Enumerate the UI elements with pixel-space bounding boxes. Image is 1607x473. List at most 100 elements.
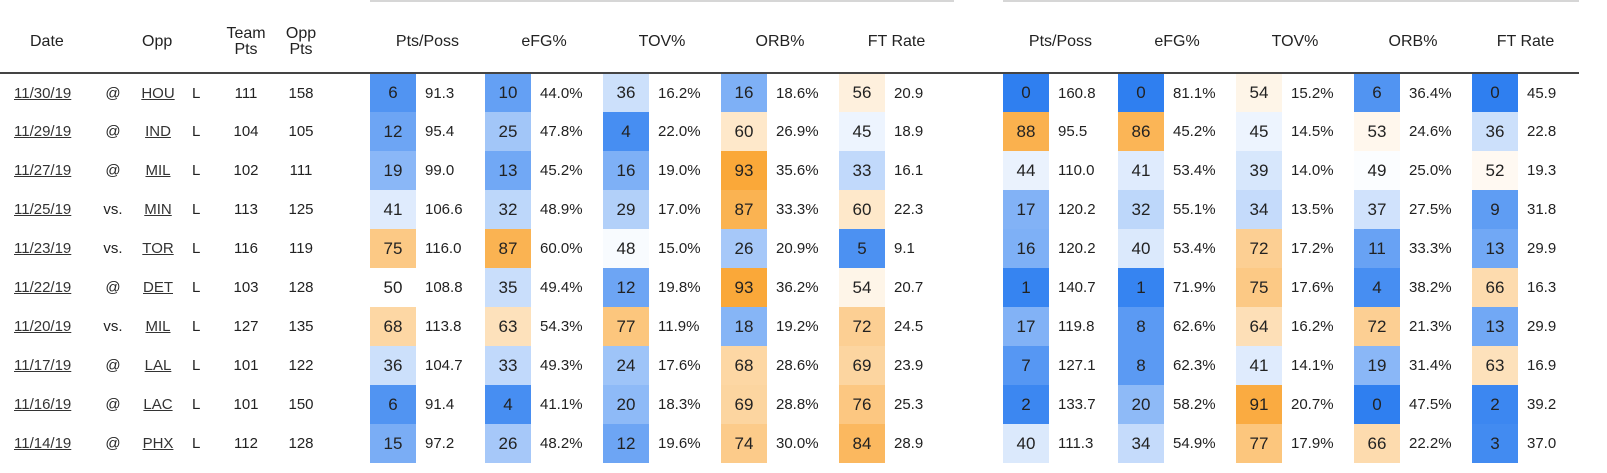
off-ft-rate-value: 24.5 <box>894 318 924 335</box>
game-date-link[interactable]: 11/27/19 <box>14 162 72 179</box>
spacer <box>327 346 370 385</box>
off-efg-value: 47.8% <box>540 123 583 140</box>
table-row: 11/25/19 vs. MIN L 113 125 41 106.6 32 48.9% 29 17.… <box>0 190 1579 229</box>
def-ft-rate-rank: 9 <box>1472 190 1518 229</box>
def-ft-rate-value: 19.3 <box>1527 162 1557 179</box>
opponent[interactable]: TOR <box>130 229 186 268</box>
team-pts-cell: 116 <box>234 240 258 257</box>
off-orb-rank: 87 <box>721 190 767 229</box>
spacer <box>954 346 1003 385</box>
col-header-off-orb[interactable]: ORB% <box>721 12 839 74</box>
team-pts-cell: 101 <box>233 396 259 413</box>
opponent[interactable]: HOU <box>130 73 186 112</box>
table-row: 11/30/19 @ HOU L 111 158 6 91.3 10 44.0% 36 16.2% 16… <box>0 73 1579 112</box>
opponent-link[interactable]: LAC <box>143 396 173 413</box>
col-header-off-pts-poss[interactable]: Pts/Poss <box>370 12 485 74</box>
def-efg-value: 53.4% <box>1173 240 1216 257</box>
def-tov-value: 17.2% <box>1291 240 1334 257</box>
off-efg-value: 48.2% <box>540 435 583 452</box>
col-header-def-tov[interactable]: TOV% <box>1236 12 1354 74</box>
off-pts-poss-value: 116.0 <box>425 240 462 257</box>
off-orb-value: 20.9% <box>776 240 819 257</box>
game-date-link[interactable]: 11/17/19 <box>14 357 72 374</box>
location-cell: @ <box>105 396 121 413</box>
game-date[interactable]: 11/16/19 <box>0 385 96 424</box>
location-cell: vs. <box>103 201 123 218</box>
game-date-link[interactable]: 11/29/19 <box>14 123 72 140</box>
opponent[interactable]: LAC <box>130 385 186 424</box>
off-ft-rate-rank: 76 <box>839 385 885 424</box>
opponent-link[interactable]: IND <box>145 123 171 140</box>
opponent[interactable]: IND <box>130 112 186 151</box>
opponent-link[interactable]: MIN <box>144 201 172 218</box>
off-tov-value: 16.2% <box>658 84 701 102</box>
table-body: 11/30/19 @ HOU L 111 158 6 91.3 10 44.0% 36 16.2% 16… <box>0 73 1579 463</box>
off-tov-value: 22.0% <box>658 123 701 140</box>
opponent-link[interactable]: LAL <box>144 357 172 374</box>
off-efg-rank: 33 <box>485 346 531 385</box>
col-header-opp-pts[interactable]: Opp Pts <box>275 12 327 74</box>
off-efg-rank: 63 <box>485 307 531 346</box>
game-date[interactable]: 11/20/19 <box>0 307 96 346</box>
def-efg-rank: 8 <box>1118 346 1164 385</box>
col-header-team-pts[interactable]: Team Pts <box>217 12 275 74</box>
opponent-link[interactable]: HOU <box>141 84 175 102</box>
game-date[interactable]: 11/17/19 <box>0 346 96 385</box>
def-tov-rank: 34 <box>1236 190 1282 229</box>
off-efg-rank: 32 <box>485 190 531 229</box>
game-date-link[interactable]: 11/22/19 <box>14 279 72 296</box>
opponent-link[interactable]: TOR <box>142 240 174 257</box>
def-orb-rank: 4 <box>1354 268 1400 307</box>
col-header-date[interactable]: Date <box>0 12 96 74</box>
game-date[interactable]: 11/22/19 <box>0 268 96 307</box>
def-efg-value: 55.1% <box>1173 201 1216 218</box>
game-date[interactable]: 11/27/19 <box>0 151 96 190</box>
opp-pts-cell: 128 <box>288 435 314 452</box>
game-date[interactable]: 11/23/19 <box>0 229 96 268</box>
off-pts-poss-rank: 50 <box>370 268 416 307</box>
game-date[interactable]: 11/30/19 <box>0 73 96 112</box>
opponent-link[interactable]: MIL <box>145 318 171 335</box>
col-header-def-orb[interactable]: ORB% <box>1354 12 1472 74</box>
opponent[interactable]: DET <box>130 268 186 307</box>
def-pts-poss-rank: 2 <box>1003 385 1049 424</box>
opponent[interactable]: MIN <box>130 190 186 229</box>
def-efg-rank: 41 <box>1118 151 1164 190</box>
opponent-link[interactable]: DET <box>143 279 173 296</box>
location-cell: @ <box>105 357 121 374</box>
off-tov-value: 18.3% <box>658 396 701 413</box>
def-pts-poss-value: 160.8 <box>1058 84 1096 102</box>
off-tov-value: 19.6% <box>658 435 701 452</box>
off-orb-value: 35.6% <box>776 162 819 179</box>
game-date-link[interactable]: 11/25/19 <box>14 201 72 218</box>
col-header-def-pts-poss[interactable]: Pts/Poss <box>1003 12 1118 74</box>
game-stats-table: Date Opp Team Pts Opp Pts Pts/Poss eFG% TO… <box>0 0 1579 463</box>
col-header-off-tov[interactable]: TOV% <box>603 12 721 74</box>
spacer <box>954 307 1003 346</box>
game-date-link[interactable]: 11/16/19 <box>14 396 72 413</box>
col-header-def-ft-rate[interactable]: FT Rate <box>1472 12 1579 74</box>
table-row: 11/14/19 @ PHX L 112 128 15 97.2 26 48.2% 12 19.6% 7… <box>0 424 1579 463</box>
opponent-link[interactable]: MIL <box>145 162 171 179</box>
game-date[interactable]: 11/25/19 <box>0 190 96 229</box>
opponent[interactable]: PHX <box>130 424 186 463</box>
def-ft-rate-rank: 13 <box>1472 229 1518 268</box>
opponent-link[interactable]: PHX <box>142 435 174 452</box>
col-header-off-efg[interactable]: eFG% <box>485 12 603 74</box>
col-header-def-efg[interactable]: eFG% <box>1118 12 1236 74</box>
def-orb-value: 24.6% <box>1409 123 1452 140</box>
game-date-link[interactable]: 11/20/19 <box>14 318 72 335</box>
col-header-off-ft-rate[interactable]: FT Rate <box>839 12 954 74</box>
team-pts-cell: 127 <box>233 318 259 335</box>
opponent[interactable]: LAL <box>130 346 186 385</box>
off-ft-rate-rank: 33 <box>839 151 885 190</box>
game-date-link[interactable]: 11/30/19 <box>14 84 72 102</box>
game-date-link[interactable]: 11/23/19 <box>14 240 72 257</box>
game-date-link[interactable]: 11/14/19 <box>14 435 72 452</box>
opponent[interactable]: MIL <box>130 151 186 190</box>
off-efg-value: 54.3% <box>540 318 583 335</box>
game-date[interactable]: 11/29/19 <box>0 112 96 151</box>
opponent[interactable]: MIL <box>130 307 186 346</box>
game-date[interactable]: 11/14/19 <box>0 424 96 463</box>
col-header-opp[interactable]: Opp <box>130 12 186 74</box>
